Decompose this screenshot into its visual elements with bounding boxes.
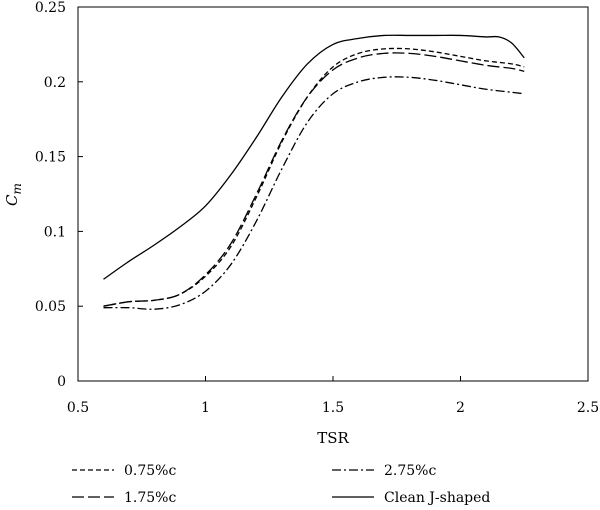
y-axis-ticks: 0 0.05 0.1 0.15 0.2 0.25 (35, 0, 83, 390)
y-tick-label: 0.15 (35, 150, 66, 166)
x-tick-label: 1.5 (322, 400, 344, 416)
x-tick-label: 0.5 (67, 400, 89, 416)
legend: 0.75%c 1.75%c 2.75%c Clean J-shaped (72, 463, 490, 506)
x-tick-label: 2 (456, 400, 465, 416)
y-tick-label: 0.05 (35, 299, 66, 315)
plot-border (77, 6, 589, 382)
legend-label: 1.75%c (124, 490, 176, 506)
x-axis-label: TSR (317, 429, 349, 447)
series-layer (103, 34, 525, 310)
plot-frame (77, 6, 589, 382)
y-axis-label-main: C (3, 194, 21, 206)
legend-label: 2.75%c (384, 463, 436, 479)
y-tick-label: 0.25 (35, 0, 66, 16)
x-tick-label: 2.5 (577, 400, 599, 416)
y-axis-label-group: Cm (3, 183, 24, 206)
y-axis-label-subscript: m (10, 183, 24, 194)
y-tick-label: 0.1 (44, 224, 66, 240)
x-axis-ticks: 0.5 1 1.5 2 2.5 (67, 376, 599, 416)
x-tick-label: 1 (201, 400, 210, 416)
legend-label: Clean J-shaped (384, 490, 490, 506)
y-tick-label: 0 (57, 374, 66, 390)
y-axis-label: Cm (3, 183, 24, 206)
series-line-3 (103, 76, 525, 310)
series-line-1 (103, 47, 525, 307)
series-line-4 (103, 34, 525, 280)
legend-label: 0.75%c (124, 463, 176, 479)
series-line-2 (103, 52, 525, 307)
y-tick-label: 0.2 (44, 75, 66, 91)
